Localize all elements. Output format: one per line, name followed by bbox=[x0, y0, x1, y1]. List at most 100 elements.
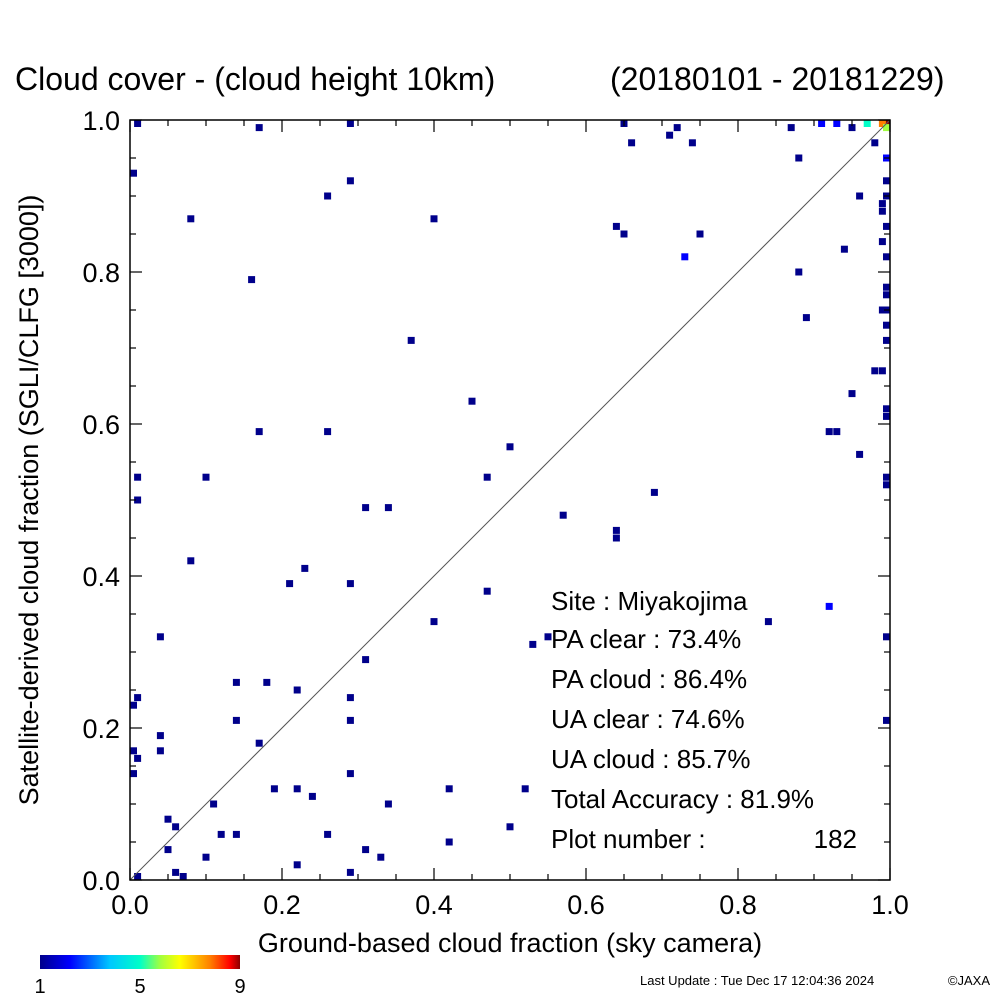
data-point bbox=[346, 868, 354, 876]
data-point bbox=[506, 443, 514, 451]
data-point bbox=[293, 861, 301, 869]
data-point bbox=[883, 716, 890, 724]
data-point bbox=[130, 770, 137, 778]
data-point bbox=[164, 846, 172, 854]
data-point bbox=[883, 473, 890, 481]
data-point bbox=[883, 412, 890, 420]
data-point bbox=[871, 367, 879, 375]
data-point bbox=[384, 504, 392, 512]
data-point bbox=[255, 739, 263, 747]
data-point bbox=[612, 222, 620, 230]
data-point bbox=[130, 169, 137, 177]
data-point bbox=[521, 785, 529, 793]
x-tick-label: 1.0 bbox=[871, 890, 909, 920]
points-layer bbox=[130, 120, 890, 880]
data-point bbox=[346, 177, 354, 185]
stat-ua-clear: UA clear : 74.6% bbox=[551, 704, 745, 734]
copyright: ©JAXA bbox=[948, 973, 990, 988]
colorbar-label-mid: 5 bbox=[134, 976, 145, 998]
data-point bbox=[187, 215, 195, 223]
data-point bbox=[346, 770, 354, 778]
data-point bbox=[802, 314, 810, 322]
data-point bbox=[263, 678, 271, 686]
data-point bbox=[795, 154, 803, 162]
data-point bbox=[270, 785, 278, 793]
data-point bbox=[210, 800, 218, 808]
data-point bbox=[164, 815, 172, 823]
data-point bbox=[377, 853, 385, 861]
data-point bbox=[848, 390, 856, 398]
data-point bbox=[346, 120, 354, 127]
data-point bbox=[878, 200, 886, 208]
data-point bbox=[430, 215, 438, 223]
data-point bbox=[883, 633, 890, 641]
data-point bbox=[818, 120, 826, 127]
data-point bbox=[506, 823, 514, 831]
data-point bbox=[863, 120, 871, 127]
stat-plot-number-label: Plot number : bbox=[551, 824, 706, 854]
data-point bbox=[468, 397, 476, 405]
data-point bbox=[134, 120, 142, 127]
last-update: Last Update : Tue Dec 17 12:04:36 2024 bbox=[640, 973, 874, 988]
y-tick-label: 0.6 bbox=[82, 410, 120, 440]
data-point bbox=[156, 732, 164, 740]
data-point bbox=[134, 694, 142, 702]
x-tick-label: 0.6 bbox=[567, 890, 605, 920]
data-point bbox=[130, 701, 137, 709]
x-tick-label: 0.4 bbox=[415, 890, 453, 920]
data-point bbox=[187, 557, 195, 565]
data-point bbox=[559, 511, 567, 519]
chart-title: Cloud cover - (cloud height 10km) bbox=[15, 61, 495, 97]
data-point bbox=[650, 488, 658, 496]
data-point bbox=[293, 785, 301, 793]
data-point bbox=[673, 124, 681, 132]
data-point bbox=[134, 754, 142, 762]
data-point bbox=[445, 785, 453, 793]
stat-ua-cloud: UA cloud : 85.7% bbox=[551, 744, 750, 774]
data-point bbox=[696, 230, 704, 238]
data-point bbox=[134, 873, 142, 880]
data-point bbox=[301, 564, 309, 572]
x-tick-label: 0.2 bbox=[263, 890, 301, 920]
data-point bbox=[362, 656, 370, 664]
data-point bbox=[483, 587, 491, 595]
data-point bbox=[612, 526, 620, 534]
data-point bbox=[878, 238, 886, 246]
stat-pa-cloud: PA cloud : 86.4% bbox=[551, 664, 747, 694]
reference-line bbox=[129, 119, 891, 881]
data-point bbox=[232, 716, 240, 724]
data-point bbox=[156, 633, 164, 641]
y-tick-label: 0.2 bbox=[82, 714, 120, 744]
data-point bbox=[255, 428, 263, 436]
data-point bbox=[362, 846, 370, 854]
data-point bbox=[324, 830, 332, 838]
y-tick-label: 0.8 bbox=[82, 258, 120, 288]
data-point bbox=[883, 177, 890, 185]
y-tick-label: 0.0 bbox=[82, 866, 120, 896]
stat-site: Site : Miyakojima bbox=[551, 586, 748, 616]
data-point bbox=[217, 830, 225, 838]
data-point bbox=[628, 139, 636, 147]
data-point bbox=[612, 534, 620, 542]
data-point bbox=[172, 868, 180, 876]
data-point bbox=[202, 853, 210, 861]
data-point bbox=[130, 747, 137, 755]
data-point bbox=[172, 823, 180, 831]
data-point bbox=[825, 602, 833, 610]
data-point bbox=[883, 321, 890, 329]
data-point bbox=[134, 496, 142, 504]
data-point bbox=[878, 367, 886, 375]
data-point bbox=[856, 450, 864, 458]
y-axis-label: Satellite-derived cloud fraction (SGLI/C… bbox=[14, 195, 44, 806]
stat-pa-clear: PA clear : 73.4% bbox=[551, 624, 741, 654]
data-point bbox=[681, 253, 689, 261]
data-point bbox=[248, 276, 256, 284]
data-point bbox=[445, 838, 453, 846]
data-point bbox=[232, 830, 240, 838]
x-tick-label: 0.8 bbox=[719, 890, 757, 920]
y-tick-label: 0.4 bbox=[82, 562, 120, 592]
data-point bbox=[134, 473, 142, 481]
data-point bbox=[871, 139, 879, 147]
date-range: (20180101 - 20181229) bbox=[610, 61, 945, 97]
